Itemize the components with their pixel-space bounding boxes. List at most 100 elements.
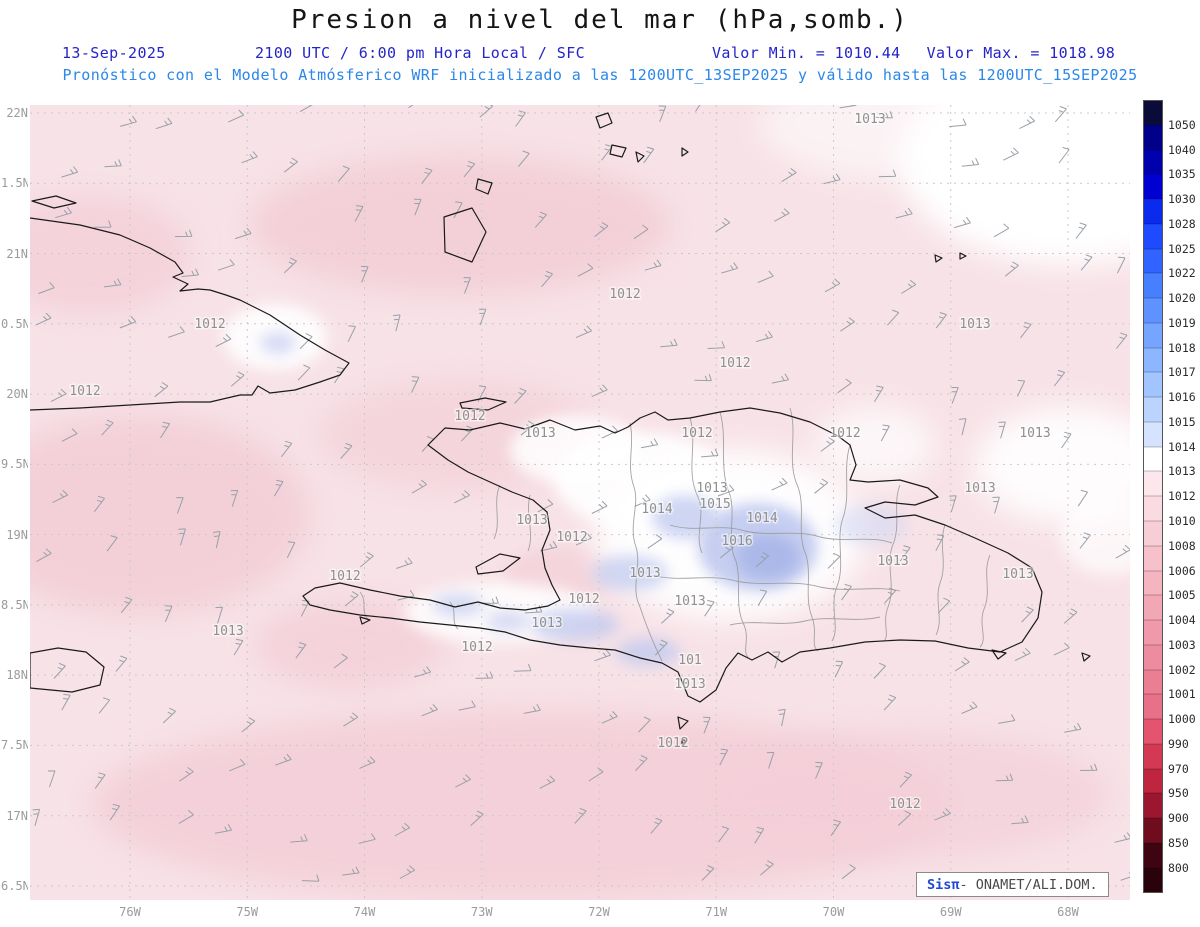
lat-tick-label: 21N xyxy=(6,246,28,261)
lon-tick-label: 73W xyxy=(470,905,493,919)
wind-barb xyxy=(98,697,111,714)
colorbar-swatch xyxy=(1143,496,1163,522)
wind-barb xyxy=(719,748,729,766)
wind-barb xyxy=(297,364,311,381)
wind-barb xyxy=(463,277,471,294)
contour-label: 1012 xyxy=(681,426,712,441)
wind-barb xyxy=(834,660,844,678)
wind-barb xyxy=(360,551,374,568)
colorbar-swatch xyxy=(1143,298,1163,323)
wind-barb xyxy=(233,638,244,656)
island-caicos xyxy=(609,144,627,158)
contour-label: 1013 xyxy=(964,481,995,496)
wind-barb xyxy=(1116,332,1128,349)
wind-barb xyxy=(181,268,199,277)
wind-barb xyxy=(640,438,659,449)
watermark-brand: Sisπ xyxy=(927,876,960,893)
wind-barb xyxy=(694,373,712,382)
lon-tick-label: 69W xyxy=(939,905,962,919)
wind-barb xyxy=(1079,532,1091,549)
wind-barb xyxy=(1077,489,1089,507)
colorbar-value: 1016 xyxy=(1168,390,1196,405)
wind-barb xyxy=(394,822,411,837)
colorbar-swatch xyxy=(1143,174,1163,200)
wind-barb xyxy=(283,257,297,274)
admin-boundaries-layer xyxy=(359,407,991,662)
colorbar-row: 1020 xyxy=(1143,273,1196,304)
colorbar-row: 1010 xyxy=(1143,496,1196,527)
wind-barb xyxy=(1020,321,1032,339)
colorbar-value: 1002 xyxy=(1168,662,1196,677)
wind-barb xyxy=(635,755,648,771)
island-caicos xyxy=(595,112,613,129)
colorbar-swatch xyxy=(1143,372,1163,398)
wind-barb xyxy=(214,823,233,834)
wind-barb xyxy=(539,775,556,789)
colorbar-row: 1014 xyxy=(1143,421,1196,453)
colorbar-swatch xyxy=(1143,842,1163,868)
colorbar-swatch xyxy=(1143,446,1163,472)
island-turks xyxy=(635,151,645,163)
wind-barb xyxy=(454,490,470,504)
lat-tick-label: 9.5N xyxy=(1,457,28,472)
colorbar-value: 1001 xyxy=(1168,687,1196,702)
island-saona xyxy=(991,649,1007,660)
contour-label: 1013 xyxy=(516,513,547,528)
department-line xyxy=(449,601,459,630)
wind-barb xyxy=(343,712,359,727)
wind-barb xyxy=(164,605,173,623)
wind-barb xyxy=(50,388,67,403)
lon-tick-label: 75W xyxy=(236,905,259,919)
wind-barb xyxy=(575,325,592,339)
wind-barb xyxy=(286,541,296,559)
colorbar-swatch xyxy=(1143,521,1163,546)
wind-barb xyxy=(241,717,256,733)
colorbar-swatch xyxy=(1143,223,1163,249)
wind-barb xyxy=(661,608,675,624)
wind-barbs-layer xyxy=(32,93,1138,882)
colorbar-swatch xyxy=(1143,124,1163,150)
contour-label: 1014 xyxy=(641,502,672,517)
lat-tick-label: 19N xyxy=(6,527,28,542)
wind-barb xyxy=(35,312,52,326)
wind-barb xyxy=(655,639,668,656)
wind-barb xyxy=(1003,147,1019,161)
wind-barb xyxy=(160,421,171,439)
wind-barb xyxy=(633,224,649,240)
wind-barb xyxy=(1004,261,1019,277)
valid-time: 2100 UTC / 6:00 pm Hora Local / SFC xyxy=(255,44,586,62)
lat-tick-label: 20N xyxy=(6,387,28,402)
wind-barb xyxy=(93,220,112,228)
colorbar-value: 800 xyxy=(1168,860,1189,875)
wind-barb xyxy=(1080,254,1093,271)
colorbar-row: 1008 xyxy=(1143,521,1196,552)
wind-barb xyxy=(1063,608,1078,624)
wind-barb xyxy=(283,157,298,173)
wind-barb xyxy=(993,223,1010,238)
wind-barb xyxy=(179,767,194,782)
contour-label: 101 xyxy=(678,653,701,668)
wind-barb xyxy=(823,173,841,185)
wind-barb xyxy=(841,864,856,880)
wind-barb xyxy=(998,714,1016,724)
contour-label: 1012 xyxy=(657,736,688,751)
lat-tick-label: 18N xyxy=(6,668,28,683)
island-cay xyxy=(934,254,943,263)
wind-barb xyxy=(347,325,356,343)
colorbar-row: 1016 xyxy=(1143,372,1196,403)
colorbar-row: 970 xyxy=(1143,743,1196,775)
colorbar-swatch xyxy=(1143,793,1163,819)
wind-barb xyxy=(1016,379,1026,397)
wind-barb xyxy=(719,543,734,559)
wind-barb xyxy=(55,206,72,219)
province-line xyxy=(651,574,901,592)
wind-barb xyxy=(32,808,41,826)
colorbar-row: 950 xyxy=(1143,768,1196,799)
colorbar-value: 1013 xyxy=(1168,464,1196,479)
wind-barb xyxy=(949,495,957,513)
coastline-jamaica xyxy=(29,647,105,693)
wind-barb xyxy=(295,642,307,659)
wind-barb xyxy=(463,161,476,178)
colorbar-value: 1030 xyxy=(1168,192,1196,207)
colorbar-value: 990 xyxy=(1168,736,1189,751)
